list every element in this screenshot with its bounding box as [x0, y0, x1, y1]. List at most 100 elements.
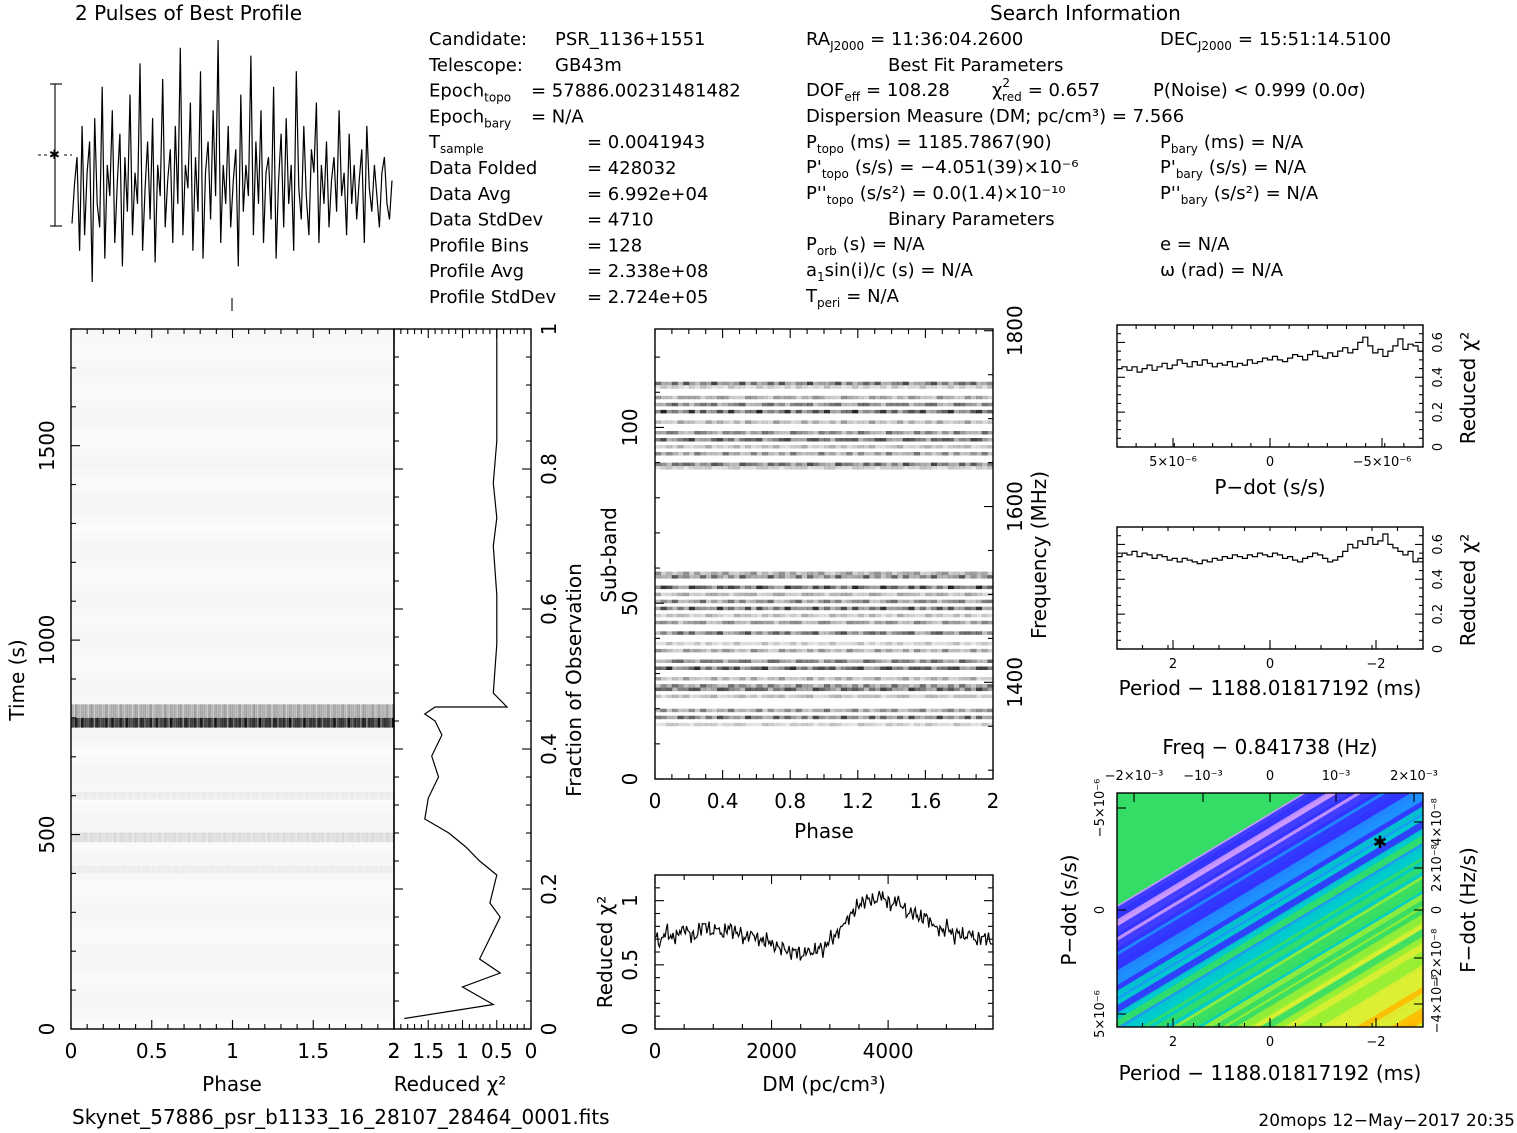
- redchi-time-xlabel: Reduced χ²: [394, 1072, 507, 1096]
- subband-cell: [801, 571, 808, 576]
- subband-cell: [790, 715, 797, 720]
- time-phase-cell: [303, 792, 305, 800]
- subband-cell: [953, 687, 960, 692]
- subband-cell: [688, 575, 695, 579]
- subband-cell: [897, 631, 904, 635]
- subband-cell: [756, 722, 763, 727]
- subband-cell: [947, 385, 954, 389]
- subband-cell: [722, 694, 729, 699]
- time-phase-cell: [367, 704, 371, 718]
- time-phase-cell: [264, 704, 268, 718]
- time-phase-cell: [103, 832, 106, 843]
- subband-cell: [824, 445, 830, 449]
- time-phase-cell: [240, 832, 243, 843]
- subband-cell: [897, 381, 904, 386]
- time-phase-cell: [83, 791, 86, 800]
- time-phase-cell: [182, 717, 185, 728]
- time-phase-cell: [291, 832, 294, 843]
- subband-ytick-label: 0: [618, 773, 642, 786]
- subband-cell: [970, 677, 977, 681]
- subband-cell: [801, 599, 808, 604]
- subband-cell: [677, 592, 684, 597]
- binary-title: Binary Parameters: [888, 209, 1055, 230]
- subband-cell: [846, 659, 853, 663]
- subband-cell: [745, 641, 752, 646]
- subband-cell: [891, 694, 898, 699]
- subband-cell: [733, 631, 740, 635]
- time-phase-cell: [159, 791, 163, 800]
- subband-cell: [947, 402, 954, 407]
- pdbary-line: P'bary (s/s) = N/A: [1160, 157, 1307, 181]
- time-phase-cell: [89, 717, 92, 728]
- time-phase-cell: [77, 717, 80, 728]
- subband-cell: [750, 462, 757, 467]
- time-phase-cell: [91, 704, 94, 718]
- subband-cell: [773, 466, 780, 470]
- pdot-ytick-label: 0.4: [1431, 367, 1446, 388]
- subband-cell: [931, 684, 937, 688]
- subband-cell: [874, 722, 881, 727]
- time-phase-cell: [85, 704, 88, 718]
- subband-cell: [666, 395, 673, 400]
- subband-cell: [936, 592, 943, 597]
- subband-cell: [717, 381, 723, 386]
- subband-cell: [891, 687, 898, 692]
- subband-cell: [700, 648, 707, 653]
- time-phase-cell: [147, 832, 151, 843]
- subband-cell: [824, 585, 830, 590]
- subband-cell: [807, 385, 814, 389]
- subband-cell: [756, 613, 763, 618]
- subband-cell: [863, 462, 870, 467]
- time-phase-cell: [172, 866, 174, 874]
- subband-cell: [942, 694, 949, 699]
- subband-cell: [970, 659, 977, 663]
- time-phase-cell: [113, 704, 116, 718]
- subband-cell: [857, 599, 864, 604]
- subband-cell: [655, 571, 661, 576]
- subband-cell: [886, 666, 892, 670]
- subband-cell: [942, 409, 949, 414]
- time-phase-cell: [377, 832, 381, 843]
- subband-cell: [857, 592, 864, 597]
- subband-cell: [762, 715, 768, 720]
- time-phase-cell: [216, 717, 219, 728]
- time-phase-cell: [169, 704, 173, 718]
- subband-cell: [976, 687, 983, 692]
- ppdot-ylabel: P−dot (s/s): [1057, 854, 1081, 965]
- time-phase-cell: [274, 717, 278, 728]
- subband-cell: [655, 613, 661, 618]
- time-phase-cell: [162, 866, 164, 874]
- time-phase-cell: [257, 866, 259, 874]
- ppdot-plane-chart: ✱ 2 0 −2−2×10⁻³ −10⁻³ 0 10⁻³ 2×10⁻³5×10⁻⁶0−5×1…: [1057, 735, 1480, 1085]
- subband-cell: [880, 641, 887, 646]
- subband-cell: [981, 715, 988, 720]
- time-phase-cell: [321, 832, 324, 843]
- subband-cell: [824, 395, 830, 400]
- time-phase-cell: [293, 866, 295, 874]
- time-phase-cell: [129, 832, 132, 843]
- subband-cell: [818, 466, 825, 470]
- subband-cell: [931, 631, 937, 635]
- time-phase-ytick-label: 500: [35, 815, 59, 853]
- subband-cell: [942, 641, 949, 646]
- subband-cell: [677, 659, 684, 663]
- time-phase-cell: [297, 791, 300, 800]
- subband-cell: [756, 592, 763, 597]
- time-phase-cell: [157, 717, 161, 728]
- time-phase-row: [71, 695, 394, 703]
- time-phase-cell: [122, 866, 124, 874]
- subband-cell: [976, 715, 983, 720]
- subband-cell: [683, 381, 690, 386]
- subband-cell: [835, 659, 842, 663]
- subband-cell: [756, 395, 763, 400]
- time-phase-cell: [280, 717, 284, 728]
- subband-cell: [818, 571, 825, 576]
- time-phase-cell: [192, 717, 195, 728]
- time-phase-row: [71, 500, 394, 508]
- subband-cell: [733, 648, 740, 653]
- time-phase-cell: [236, 791, 239, 800]
- subband-cell: [964, 431, 971, 435]
- time-phase-cell: [321, 866, 323, 874]
- subband-cell: [886, 715, 892, 720]
- info-value-2: = 57886.00231481482: [531, 81, 741, 102]
